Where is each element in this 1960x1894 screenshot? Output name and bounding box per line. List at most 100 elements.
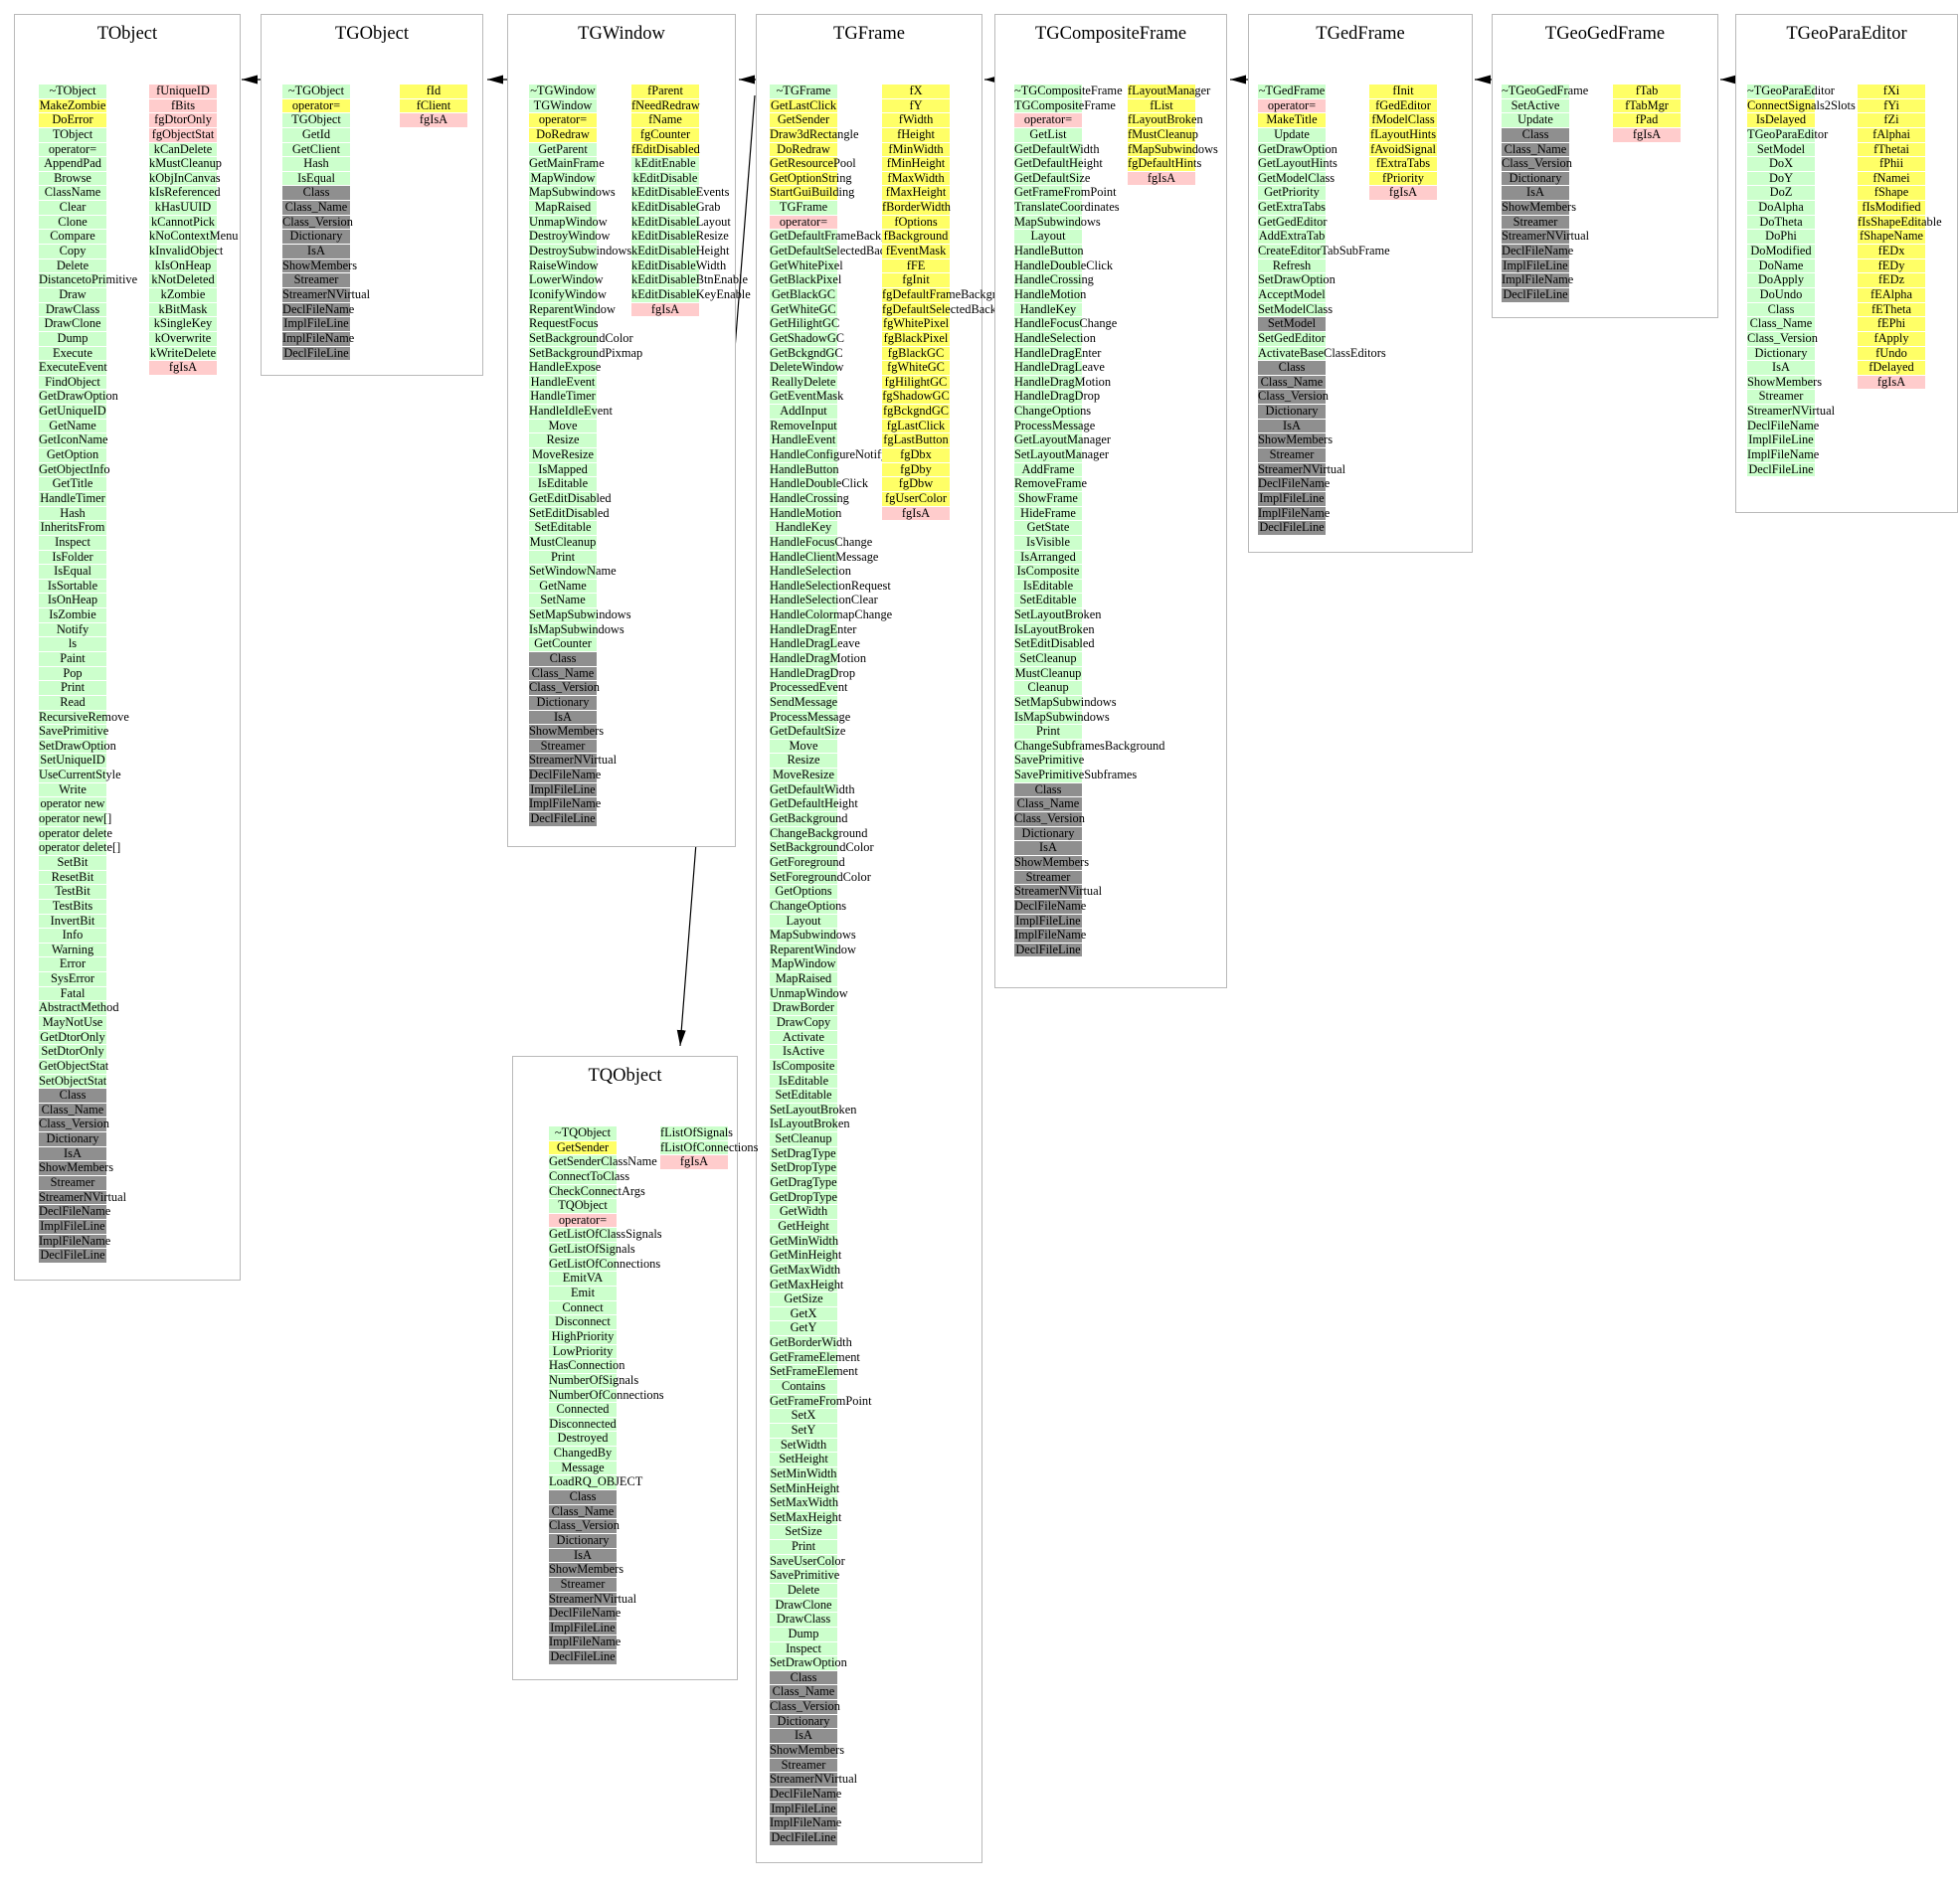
member-row: ~TGWindow bbox=[529, 84, 597, 99]
member-row: StartGuiBuilding bbox=[770, 185, 855, 202]
member-row: SetEditDisabled bbox=[1014, 636, 1095, 652]
tgwindow-methods-column: ~TGWindow TGWindow operator= DoRedraw GetPar… bbox=[529, 84, 642, 827]
member-row: fZi bbox=[1858, 113, 1925, 128]
member-row: fgIsA bbox=[660, 1155, 728, 1170]
member-row: ChangedBy bbox=[549, 1447, 617, 1462]
member-row: ImplFileLine bbox=[282, 316, 350, 332]
member-row: fNamei bbox=[1858, 171, 1925, 187]
member-row: kIsReferenced bbox=[149, 185, 221, 202]
member-row: Info bbox=[39, 929, 106, 944]
member-row: GetBlackGC bbox=[770, 286, 837, 303]
member-row: Layout bbox=[1014, 230, 1082, 246]
member-row: IsA bbox=[39, 1146, 106, 1162]
member-row: kEditDisable bbox=[631, 170, 699, 187]
member-row: GetListOfClassSignals bbox=[549, 1227, 662, 1244]
member-row: fMustCleanup bbox=[1128, 126, 1198, 143]
member-row: fPad bbox=[1613, 113, 1681, 128]
member-row: IsA bbox=[1258, 419, 1326, 434]
member-row: ImplFileLine bbox=[549, 1620, 617, 1636]
class-title-tobject: TObject bbox=[96, 24, 158, 44]
member-row: MapRaised bbox=[529, 201, 597, 216]
member-row: GetLayoutManager bbox=[1014, 432, 1112, 449]
member-row: operator= bbox=[770, 215, 837, 231]
member-row: kOverwrite bbox=[149, 331, 217, 347]
member-row: ProcessMessage bbox=[1014, 418, 1096, 434]
member-row: HandleSelection bbox=[1014, 330, 1096, 347]
member-row: DoRedraw bbox=[770, 142, 837, 158]
member-row: fgDtorOnly bbox=[149, 113, 217, 128]
member-row: HandleSelection bbox=[770, 564, 851, 580]
member-row: HandleDragLeave bbox=[770, 636, 860, 652]
member-row: SetMapSubwindows bbox=[529, 607, 631, 623]
member-row: fgIsA bbox=[400, 113, 467, 128]
member-row: GetDefaultSize bbox=[770, 724, 846, 740]
member-row: fYi bbox=[1858, 98, 1925, 114]
member-row: Browse bbox=[39, 171, 106, 187]
member-row: fIsShapeEditable bbox=[1858, 214, 1942, 231]
member-row: DeclFileName bbox=[529, 768, 602, 783]
member-row: Update bbox=[1502, 113, 1569, 128]
member-row: RemoveInput bbox=[770, 418, 837, 434]
member-row: DoRedraw bbox=[529, 127, 597, 143]
member-row: IsEditable bbox=[529, 477, 597, 492]
member-row: StreamerNVirtual bbox=[1014, 884, 1103, 900]
member-row: HandleDragMotion bbox=[770, 650, 867, 667]
member-row: AddFrame bbox=[1014, 462, 1082, 478]
member-row: DeclFileName bbox=[1747, 418, 1820, 434]
member-row: operator new[] bbox=[39, 811, 112, 827]
member-row: HandleSelectionRequest bbox=[770, 578, 891, 595]
member-row: IsEditable bbox=[1014, 579, 1082, 595]
member-row: fFE bbox=[882, 258, 950, 274]
member-row: Class_Version bbox=[770, 1699, 840, 1715]
member-row: HideFrame bbox=[1014, 506, 1082, 522]
member-row: fgDbx bbox=[882, 447, 950, 463]
member-row: DrawClone bbox=[770, 1598, 837, 1614]
member-row: operator= bbox=[529, 113, 597, 128]
member-row: ImplFileName bbox=[770, 1815, 842, 1831]
member-row: HandleTimer bbox=[39, 490, 106, 507]
member-row: SetBackgroundColor bbox=[529, 330, 633, 347]
member-row: ChangeOptions bbox=[1014, 404, 1092, 420]
member-row: fEDy bbox=[1858, 258, 1925, 274]
member-row: SetWidth bbox=[770, 1438, 837, 1454]
member-row: HandleEvent bbox=[770, 432, 837, 449]
member-row: ~TGObject bbox=[282, 84, 350, 99]
member-row: DeleteWindow bbox=[770, 360, 844, 376]
tobject-members-column: fUniqueID fBits fgDtorOnly fgObjectStat kCan… bbox=[149, 84, 238, 376]
member-row: fApply bbox=[1858, 331, 1925, 347]
class-title-tgobject: TGObject bbox=[335, 24, 409, 44]
member-row: Execute bbox=[39, 346, 106, 362]
member-row: GetMinHeight bbox=[770, 1248, 842, 1264]
member-row: SetLayoutBroken bbox=[1014, 607, 1102, 623]
member-row: fgDefaultSelectedBackground bbox=[882, 301, 1032, 318]
member-row: fList bbox=[1128, 98, 1195, 114]
member-row: GetName bbox=[529, 579, 597, 595]
member-row: HandleMotion bbox=[770, 505, 842, 522]
member-row: kEditDisableLayout bbox=[631, 214, 731, 231]
member-row: Disconnect bbox=[549, 1315, 617, 1330]
member-row: DeclFileName bbox=[549, 1606, 622, 1622]
tgcompositeframe-methods-column: ~TGCompositeFrame TGCompositeFrame operato… bbox=[1014, 84, 1164, 958]
member-row: GetMaxHeight bbox=[770, 1277, 844, 1293]
member-row: ReallyDelete bbox=[770, 374, 837, 391]
class-box-tgcompositeframe: TGCompositeFrame ~TGCompositeFrame TGComp… bbox=[994, 14, 1227, 988]
member-row: InvertBit bbox=[39, 914, 106, 930]
member-row: Delete bbox=[770, 1583, 837, 1599]
member-row: IsA bbox=[549, 1548, 617, 1564]
member-row: DrawClone bbox=[39, 317, 106, 332]
member-row: fWidth bbox=[882, 113, 950, 128]
member-row: Activate bbox=[770, 1030, 837, 1046]
member-row: Paint bbox=[39, 651, 106, 667]
member-row: fgShadowGC bbox=[882, 389, 950, 406]
member-row: ConnectToClass bbox=[549, 1168, 630, 1185]
member-row: TGeoParaEditor bbox=[1747, 126, 1829, 143]
member-row: SetCleanup bbox=[1014, 651, 1082, 667]
member-row: GetBorderWidth bbox=[770, 1335, 852, 1351]
member-row: Dictionary bbox=[1502, 171, 1569, 187]
member-row: SetFrameElement bbox=[770, 1364, 858, 1381]
class-box-tgedframe: TGedFrame ~TGedFrame operator= MakeTitle Up… bbox=[1248, 14, 1473, 553]
member-row: FindObject bbox=[39, 375, 106, 391]
member-row: operator= bbox=[1014, 113, 1082, 128]
member-row: Class bbox=[282, 186, 350, 202]
member-row: SavePrimitive bbox=[39, 724, 109, 740]
